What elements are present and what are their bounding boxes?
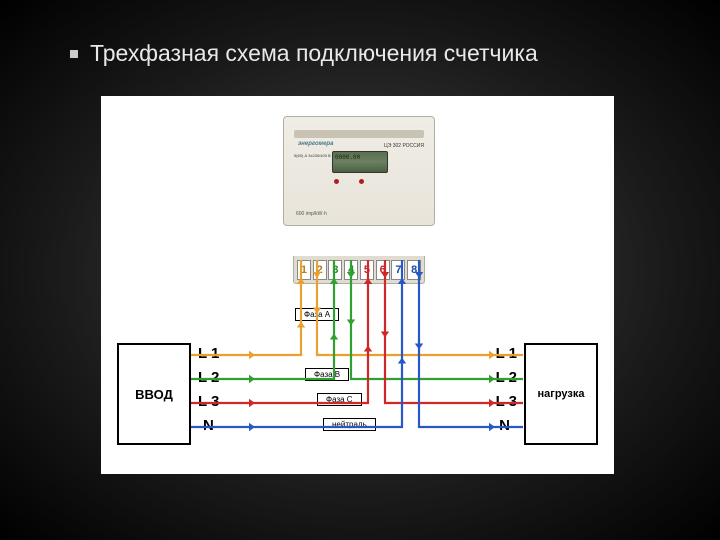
- meter-brand-label: энергомера: [298, 141, 333, 147]
- title-row: Трехфазная схема подключения счетчика: [70, 40, 538, 67]
- meter-body: энергомера ЦЭ 302 РОССИЯ 5(60) А 3х230/4…: [283, 116, 435, 226]
- label-n-in: N: [203, 417, 214, 434]
- terminal-6: 6: [376, 260, 390, 280]
- meter-lcd: 0000.00: [332, 151, 388, 173]
- label-l1-in: L 1: [198, 345, 219, 362]
- terminal-8: 8: [407, 260, 421, 280]
- wiring-diagram: энергомера ЦЭ 302 РОССИЯ 5(60) А 3х230/4…: [105, 100, 610, 470]
- led-icon: [334, 179, 339, 184]
- terminal-5: 5: [360, 260, 374, 280]
- led-icon: [359, 179, 364, 184]
- label-l3-in: L 3: [198, 393, 219, 410]
- phase-b-tag: Фаза В: [305, 368, 349, 381]
- label-l2-in: L 2: [198, 369, 219, 386]
- terminal-2: 2: [313, 260, 327, 280]
- label-l2-out: L 2: [496, 369, 517, 386]
- label-n-out: N: [499, 417, 510, 434]
- electricity-meter: энергомера ЦЭ 302 РОССИЯ 5(60) А 3х230/4…: [283, 116, 435, 256]
- label-l1-out: L 1: [496, 345, 517, 362]
- terminal-7: 7: [391, 260, 405, 280]
- terminal-3: 3: [328, 260, 342, 280]
- phase-a-tag: Фаза А: [295, 308, 339, 321]
- output-box: нагрузка: [524, 343, 598, 445]
- terminal-1: 1: [297, 260, 311, 280]
- bullet-icon: [70, 50, 78, 58]
- label-l3-out: L 3: [496, 393, 517, 410]
- meter-led-row: [334, 179, 364, 184]
- terminal-4: 4: [344, 260, 358, 280]
- meter-top-stripe: [294, 130, 424, 138]
- input-box: ВВОД: [117, 343, 191, 445]
- slide: Трехфазная схема подключения счетчика эн…: [0, 0, 720, 540]
- meter-terminal-strip: 12345678: [293, 256, 425, 284]
- slide-title: Трехфазная схема подключения счетчика: [90, 40, 538, 67]
- meter-model-label: ЦЭ 302 РОССИЯ: [384, 143, 424, 149]
- phase-c-tag: Фаза С: [317, 393, 362, 406]
- meter-pulse-label: 600 imp/kW·h: [296, 211, 327, 217]
- neutral-tag: нейтраль: [323, 418, 376, 431]
